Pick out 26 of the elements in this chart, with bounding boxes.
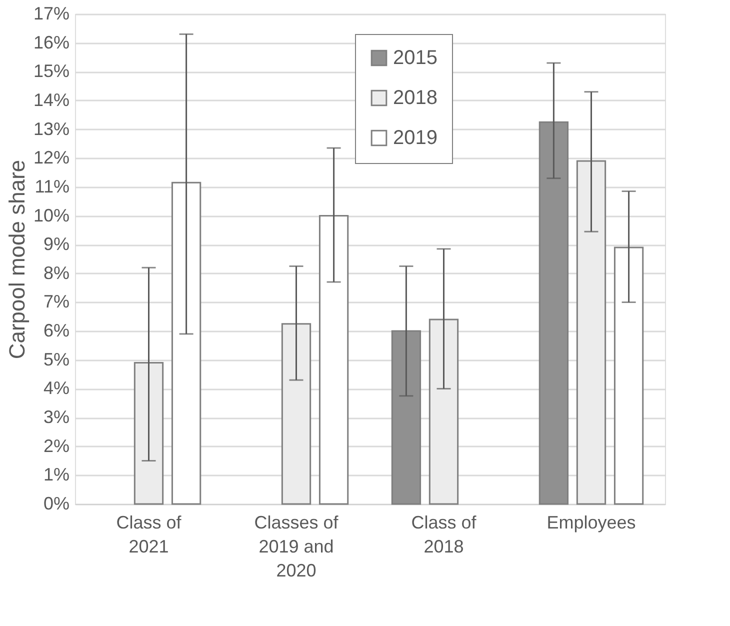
y-tick-label: 11% <box>34 176 70 196</box>
y-tick-label: 2% <box>43 436 70 456</box>
y-tick-label: 6% <box>43 320 70 341</box>
y-tick-label: 16% <box>33 32 70 52</box>
y-tick-label: 1% <box>43 464 70 485</box>
y-tick-label: 7% <box>43 292 70 312</box>
x-tick-label: Classes of 2019 and 2020 <box>254 512 340 580</box>
x-tick-label: Employees <box>546 512 636 532</box>
y-tick-label: 12% <box>33 148 70 168</box>
y-tick-label: 5% <box>43 349 70 370</box>
y-tick-label: 10% <box>33 205 70 226</box>
y-tick-label: 0% <box>43 494 70 514</box>
legend-label: 2018 <box>393 87 438 109</box>
y-tick-label: 13% <box>33 118 70 139</box>
y-tick-label: 4% <box>43 378 70 398</box>
x-tick-label: Class of 2018 <box>411 512 478 556</box>
y-tick-label: 15% <box>33 61 70 82</box>
y-tick-label: 17% <box>33 4 70 24</box>
y-tick-label: 9% <box>43 234 70 254</box>
legend-label: 2019 <box>393 127 438 149</box>
y-axis-title: Carpool mode share <box>4 160 30 360</box>
y-tick-label: 3% <box>43 407 70 428</box>
legend-label: 2015 <box>393 47 438 69</box>
y-tick-label: 8% <box>43 262 70 283</box>
x-tick-label: Class of 2021 <box>116 512 182 556</box>
y-tick-label: 14% <box>33 90 70 110</box>
